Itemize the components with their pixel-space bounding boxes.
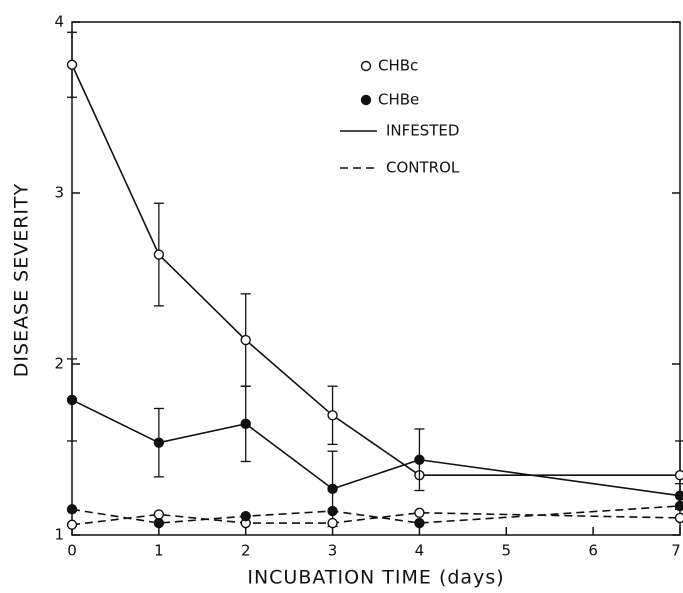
point (327, 483, 338, 495)
point (414, 507, 425, 518)
point (327, 410, 338, 421)
legend-label: CONTROL (386, 159, 460, 177)
point (240, 334, 251, 346)
point (153, 509, 165, 520)
point (674, 490, 683, 501)
legend-label: CHBe (378, 91, 419, 109)
plot-frame (71, 21, 681, 536)
legend-label: INFESTED (386, 122, 459, 140)
y-tick-label: 4 (54, 13, 64, 31)
point (327, 517, 338, 529)
series-line (71, 511, 681, 526)
y-tick-label: 2 (54, 355, 64, 373)
x-tick-label: 5 (502, 542, 512, 560)
point (66, 519, 78, 530)
x-axis-label: INCUBATION TIME (days) (247, 567, 504, 589)
x-tick-label: 4 (415, 542, 425, 560)
x-tick-label: 0 (67, 542, 77, 560)
point (153, 437, 165, 448)
point (674, 469, 683, 481)
x-tick-label: 7 (671, 542, 681, 560)
point (327, 505, 338, 517)
point (414, 454, 425, 465)
point (66, 504, 78, 515)
point (414, 517, 425, 529)
x-tick-label: 2 (241, 542, 251, 560)
y-tick-label: 3 (54, 184, 64, 202)
point (66, 59, 78, 70)
x-tick-label: 1 (154, 542, 164, 560)
series-line (71, 399, 681, 497)
x-tick-label: 6 (588, 542, 598, 560)
series-line (71, 64, 680, 476)
legend-marker (360, 60, 372, 72)
point (153, 249, 165, 260)
x-tick-label: 3 (328, 542, 338, 560)
point (66, 394, 78, 406)
point (240, 510, 251, 522)
y-tick-label: 1 (54, 526, 64, 544)
point (153, 517, 165, 529)
point (674, 512, 683, 524)
legend-marker (360, 94, 372, 106)
point (674, 500, 683, 512)
point (240, 418, 251, 430)
legend-label: CHBc (378, 57, 418, 75)
series-line (71, 505, 681, 524)
y-axis-label: DISEASE SEVERITY (11, 183, 33, 378)
